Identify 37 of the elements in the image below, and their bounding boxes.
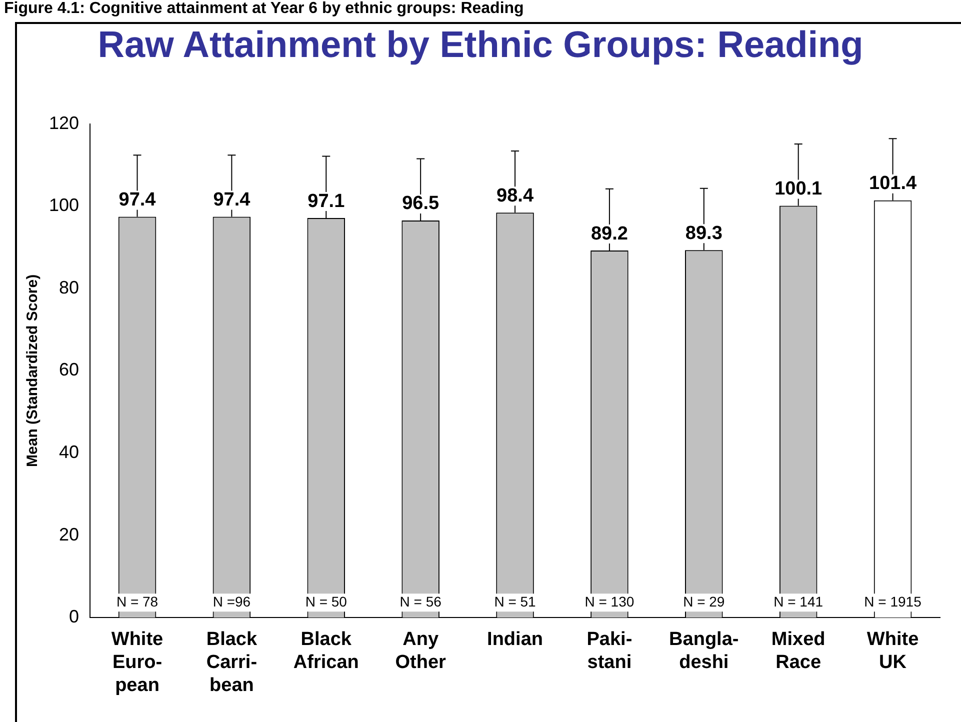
y-tick-label: 120 xyxy=(48,112,80,133)
data-label: 96.5 xyxy=(402,193,440,214)
x-tick-label: Mixed Race xyxy=(771,629,826,674)
annotation: N =96 xyxy=(212,593,251,610)
data-label: 100.1 xyxy=(774,178,823,200)
x-tick-label: White UK xyxy=(866,629,919,674)
data-label: 97.1 xyxy=(308,190,346,212)
data-label: 98.4 xyxy=(496,185,534,206)
y-tick-label: 60 xyxy=(59,360,80,380)
x-tick-label: Black Carri- bean xyxy=(206,629,258,696)
x-tick-label: Paki- stani xyxy=(586,629,632,674)
y-tick-label: 40 xyxy=(59,442,80,462)
chart-subtitle: Figure 4.1: Cognitive attainment at Year 6 by ethnic groups: Reading xyxy=(4,0,524,18)
y-tick-label: 0 xyxy=(69,606,80,627)
x-tick-label: Bangla- deshi xyxy=(669,629,739,674)
data-label: 89.2 xyxy=(590,223,628,244)
x-tick-label: White Euro- pean xyxy=(111,629,164,696)
annotation: N = 56 xyxy=(400,593,442,610)
x-tick-label: Indian xyxy=(487,629,543,650)
annotation: N = 1915 xyxy=(864,593,922,610)
data-label: 97.4 xyxy=(118,190,156,211)
x-tick-label: Any Other xyxy=(395,629,447,674)
annotation: N = 130 xyxy=(584,593,634,610)
y-tick-label: 20 xyxy=(59,524,80,544)
y-tick-label: 100 xyxy=(48,195,80,216)
chart-title: Raw Attainment by Ethnic Groups: Reading xyxy=(96,24,864,66)
y-axis-title: Mean (Standardized Score) xyxy=(24,274,42,467)
data-label: 97.4 xyxy=(213,190,251,211)
annotation: N = 29 xyxy=(683,593,725,610)
data-label: 101.4 xyxy=(869,173,917,194)
annotation: N = 141 xyxy=(774,593,824,610)
x-tick-label: Black African xyxy=(293,629,359,674)
annotation: N = 50 xyxy=(305,593,348,610)
annotation: N = 78 xyxy=(116,593,158,610)
annotation: N = 51 xyxy=(494,593,536,610)
data-label: 89.3 xyxy=(685,222,722,244)
y-tick-label: 80 xyxy=(59,277,80,298)
